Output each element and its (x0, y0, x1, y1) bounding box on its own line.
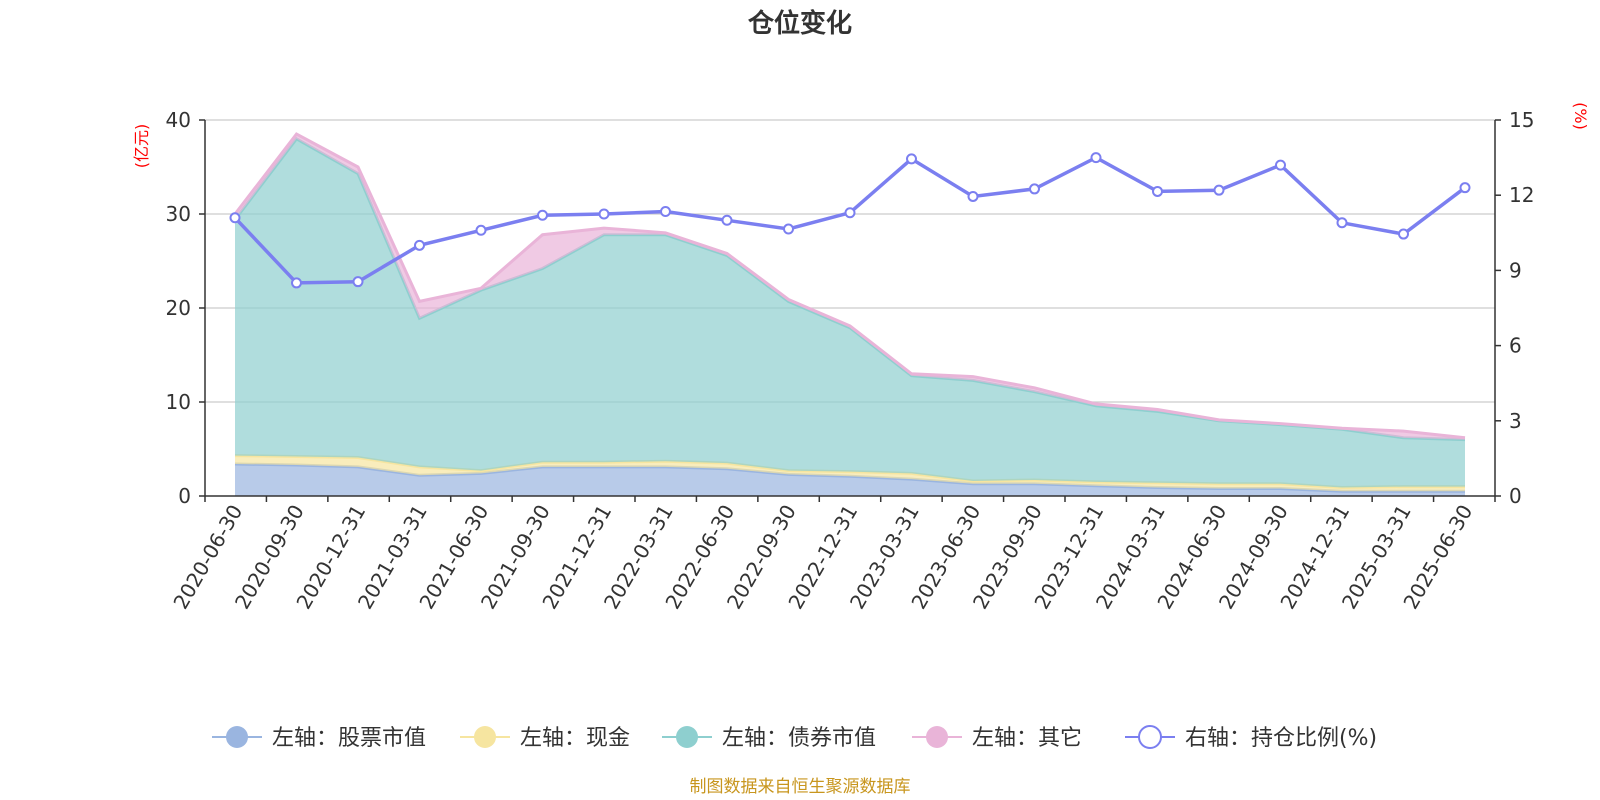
ratio-point (967, 190, 979, 202)
right-tick-label: 9 (1509, 258, 1522, 282)
legend-label: 右轴：持仓比例(%) (1185, 726, 1377, 751)
ratio-point (229, 212, 241, 224)
ratio-line-path (233, 155, 1467, 285)
left-axis-unit: (亿元) (132, 124, 151, 169)
legend-item: 左轴：债券市值 (662, 726, 876, 751)
legend-item: 左轴：其它 (912, 726, 1082, 751)
legend-label: 左轴：股票市值 (272, 726, 426, 751)
left-tick-label: 30 (166, 202, 191, 226)
ratio-point (844, 207, 856, 219)
right-tick-label: 0 (1509, 484, 1522, 508)
ratio-point (1459, 182, 1471, 194)
area-edge-4 (233, 132, 1466, 440)
ratio-point (291, 277, 302, 289)
left-tick-label: 20 (166, 296, 191, 320)
legend: 左轴：股票市值 左轴：现金 左轴：债券市值 左轴：其它 右轴：持仓比例(%) (212, 725, 1377, 751)
left-tick-label: 0 (178, 484, 191, 508)
ratio-point (1029, 183, 1040, 195)
right-tick-label: 3 (1509, 409, 1522, 433)
right-tick-label: 12 (1509, 183, 1534, 207)
legend-item: 左轴：现金 (460, 726, 630, 751)
legend-marker (226, 726, 248, 748)
legend-item: 左轴：股票市值 (212, 726, 426, 751)
legend-marker (474, 726, 496, 748)
ratio-point (352, 276, 364, 288)
ratio-point (1275, 159, 1286, 171)
ratio-point (1398, 228, 1409, 240)
ratio-point (906, 153, 917, 165)
ratio-point (598, 208, 610, 220)
legend-marker (1138, 725, 1162, 749)
ratio-point (660, 205, 671, 217)
right-tick-label: 6 (1509, 334, 1522, 358)
right-tick-label: 15 (1509, 108, 1534, 132)
ratio-point (783, 223, 794, 235)
ratio-point (1336, 217, 1348, 229)
ratio-point (475, 224, 487, 236)
left-tick-label: 40 (166, 108, 191, 132)
ratio-point (1090, 152, 1102, 164)
legend-label: 左轴：其它 (972, 726, 1082, 751)
ratio-point (1152, 185, 1163, 197)
ratio-point (414, 239, 425, 251)
right-axis-unit: (%) (1571, 102, 1590, 130)
ratio-point (1213, 184, 1225, 196)
left-tick-label: 10 (166, 390, 191, 414)
chart-title: 仓位变化 (747, 8, 852, 39)
area-3 (235, 138, 1465, 488)
data-source-note: 制图数据来自恒生聚源数据库 (690, 777, 911, 797)
legend-marker (676, 726, 698, 748)
area-2 (235, 455, 1465, 492)
ratio-point (721, 214, 733, 226)
ratio-line (229, 152, 1471, 289)
legend-marker (926, 726, 948, 748)
legend-label: 左轴：债券市值 (722, 726, 876, 751)
legend-label: 左轴：现金 (520, 726, 630, 751)
legend-item: 右轴：持仓比例(%) (1125, 725, 1377, 751)
stacked-areas (233, 132, 1466, 496)
ratio-point (537, 209, 548, 221)
